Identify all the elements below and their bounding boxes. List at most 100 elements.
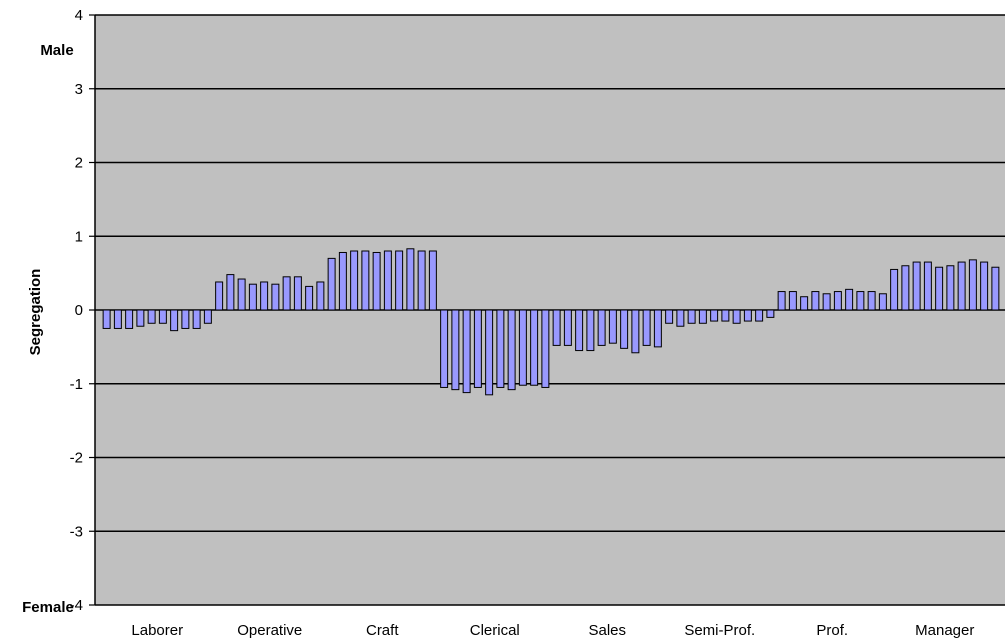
bar (676, 309, 685, 327)
bar (147, 309, 156, 324)
bar (597, 309, 606, 346)
bar (518, 309, 527, 386)
bar (260, 281, 269, 311)
bar (732, 309, 741, 324)
bar (710, 309, 719, 322)
bar (282, 276, 291, 311)
bar (946, 265, 955, 311)
bar (383, 250, 392, 311)
bar (361, 250, 370, 311)
bar (440, 309, 449, 388)
bar (372, 251, 381, 311)
bar (721, 309, 730, 322)
y-tick-label: 4 (75, 7, 83, 24)
y-tick-label: -2 (70, 450, 83, 467)
bar (777, 291, 786, 311)
bar (698, 309, 707, 324)
bar (473, 309, 482, 388)
x-category-label: Clerical (470, 622, 520, 639)
bar (878, 293, 887, 311)
bar (451, 309, 460, 391)
bar (552, 309, 561, 346)
x-category-label: Operative (237, 622, 302, 639)
y-annotation-female: Female (22, 599, 74, 616)
bar (338, 251, 347, 311)
y-tick-label: -1 (70, 376, 83, 393)
bar (170, 309, 179, 332)
x-category-label: Prof. (816, 622, 848, 639)
bar (991, 266, 1000, 311)
y-tick-label: -4 (70, 597, 83, 614)
bar (395, 250, 404, 311)
y-annotation-male: Male (40, 42, 73, 59)
bar (485, 309, 494, 396)
bar (406, 248, 415, 311)
bar (935, 266, 944, 311)
y-tick-label: 0 (75, 302, 83, 319)
y-axis-title: Segregation (27, 269, 44, 356)
bar (912, 261, 921, 311)
bar (653, 309, 662, 348)
bar (822, 293, 831, 311)
bar (563, 309, 572, 346)
x-category-label: Manager (915, 622, 974, 639)
bar (327, 257, 336, 311)
bar (631, 309, 640, 354)
bar (620, 309, 629, 349)
bar (923, 261, 932, 311)
bar (113, 309, 122, 329)
x-category-label: Semi-Prof. (684, 622, 755, 639)
bar (181, 309, 190, 329)
bar (507, 309, 516, 391)
x-category-label: Laborer (131, 622, 183, 639)
y-tick-label: -3 (70, 523, 83, 540)
bar (417, 250, 426, 311)
bar (102, 309, 111, 329)
bar (125, 309, 134, 329)
bar (496, 309, 505, 388)
bar (192, 309, 201, 329)
bar (788, 291, 797, 311)
bar (248, 283, 257, 311)
bar (743, 309, 752, 322)
bar (226, 274, 235, 311)
bar (957, 261, 966, 311)
x-category-label: Sales (588, 622, 626, 639)
y-tick-label: 2 (75, 155, 83, 172)
bar (271, 283, 280, 311)
bar (158, 309, 167, 324)
bar (890, 268, 899, 311)
y-tick-label: 3 (75, 81, 83, 98)
bar (462, 309, 471, 394)
bar (665, 309, 674, 324)
bar (541, 309, 550, 388)
bar (293, 276, 302, 311)
bar (755, 309, 764, 322)
bar (136, 309, 145, 327)
bar (215, 281, 224, 311)
bar (766, 309, 775, 318)
bar (901, 265, 910, 311)
bar (575, 309, 584, 352)
bar (980, 261, 989, 311)
bar (530, 309, 539, 386)
bar (305, 285, 314, 311)
bar (350, 250, 359, 311)
bar (428, 250, 437, 311)
bar (642, 309, 651, 346)
bar (237, 278, 246, 311)
bar (800, 296, 809, 311)
bar (845, 288, 854, 311)
bar (811, 291, 820, 311)
bar (867, 291, 876, 311)
bar (856, 291, 865, 311)
bar (608, 309, 617, 344)
y-tick-label: 1 (75, 228, 83, 245)
bar (203, 309, 212, 324)
bar (968, 259, 977, 311)
bar (833, 291, 842, 311)
x-category-label: Craft (366, 622, 399, 639)
bar (687, 309, 696, 324)
